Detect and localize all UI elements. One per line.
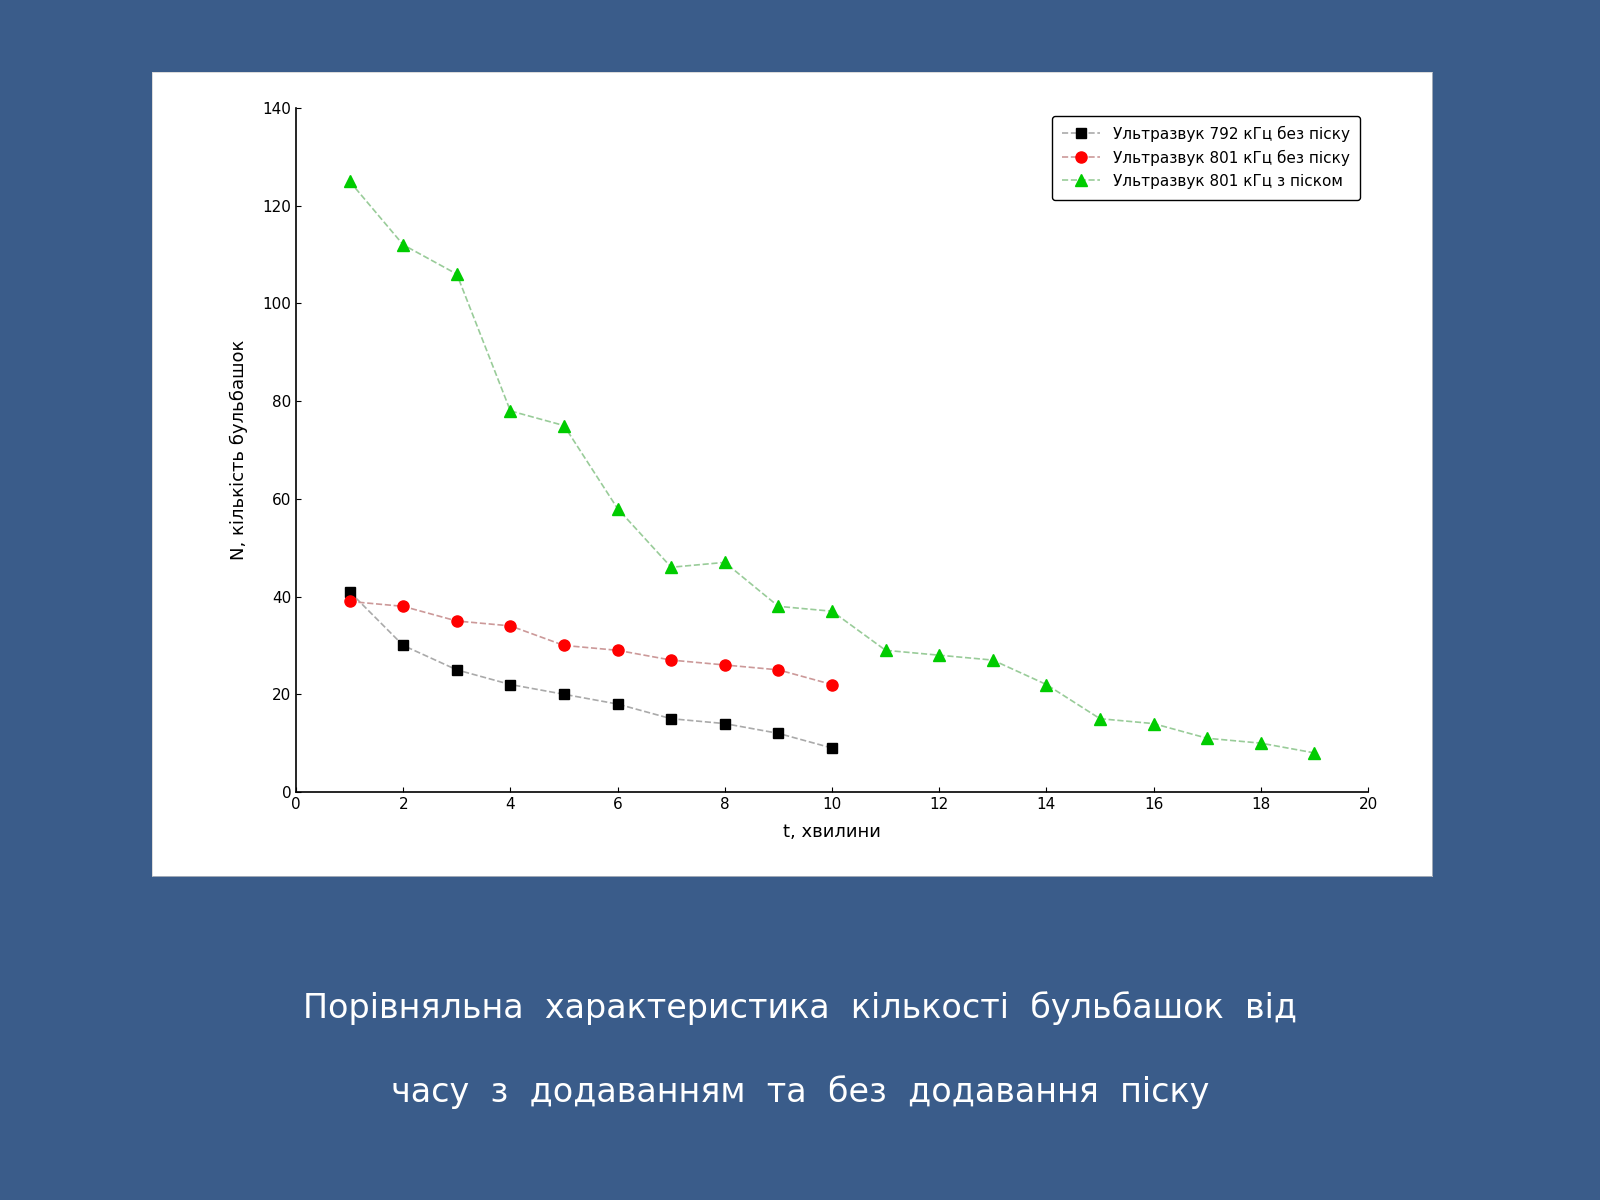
- Ультразвук 801 кГц з піском: [822, 604, 842, 618]
- Line: Ультразвук 792 кГц без піску: Ультразвук 792 кГц без піску: [344, 587, 837, 752]
- Ультразвук 792 кГц без піску: [715, 716, 734, 731]
- Ультразвук 801 кГц з піском: [448, 266, 467, 281]
- Ультразвук 801 кГц без піску: [662, 653, 682, 667]
- Ультразвук 792 кГц без піску: [608, 697, 627, 712]
- Ультразвук 801 кГц без піску: [341, 594, 360, 608]
- X-axis label: t, хвилини: t, хвилини: [782, 823, 882, 841]
- Ультразвук 801 кГц без піску: [554, 638, 573, 653]
- Ультразвук 801 кГц без піску: [448, 613, 467, 628]
- Ультразвук 801 кГц з піском: [877, 643, 896, 658]
- Ультразвук 801 кГц з піском: [554, 419, 573, 433]
- Ультразвук 801 кГц з піском: [1197, 731, 1218, 745]
- Ультразвук 792 кГц без піску: [501, 677, 520, 691]
- Ультразвук 801 кГц з піском: [501, 403, 520, 418]
- Ультразвук 801 кГц з піском: [1144, 716, 1163, 731]
- Legend: Ультразвук 792 кГц без піску, Ультразвук 801 кГц без піску, Ультразвук 801 кГц з: Ультразвук 792 кГц без піску, Ультразвук…: [1051, 115, 1360, 199]
- Ультразвук 801 кГц з піском: [341, 174, 360, 188]
- Ультразвук 801 кГц без піску: [770, 662, 789, 677]
- Ультразвук 792 кГц без піску: [770, 726, 789, 740]
- Ультразвук 801 кГц без піску: [608, 643, 627, 658]
- Text: часу  з  додаванням  та  без  додавання  піску: часу з додаванням та без додавання піску: [390, 1075, 1210, 1109]
- Ультразвук 801 кГц з піском: [1091, 712, 1110, 726]
- Ультразвук 801 кГц з піском: [715, 556, 734, 570]
- Text: Порівняльна  характеристика  кількості  бульбашок  від: Порівняльна характеристика кількості бул…: [302, 991, 1298, 1025]
- Ультразвук 801 кГц з піском: [1306, 745, 1325, 760]
- Ультразвук 792 кГц без піску: [662, 712, 682, 726]
- Y-axis label: N, кількість бульбашок: N, кількість бульбашок: [230, 340, 248, 560]
- Ультразвук 792 кГц без піску: [341, 584, 360, 599]
- Ультразвук 801 кГц з піском: [1251, 736, 1270, 750]
- Ультразвук 792 кГц без піску: [394, 638, 413, 653]
- Ультразвук 792 кГц без піску: [822, 740, 842, 755]
- Line: Ультразвук 801 кГц без піску: Ультразвук 801 кГц без піску: [344, 596, 837, 690]
- Ультразвук 801 кГц без піску: [715, 658, 734, 672]
- Ультразвук 801 кГц з піском: [608, 502, 627, 516]
- Ультразвук 801 кГц з піском: [982, 653, 1002, 667]
- Ультразвук 801 кГц без піску: [501, 619, 520, 634]
- Ультразвук 801 кГц з піском: [770, 599, 789, 613]
- Ультразвук 801 кГц без піску: [394, 599, 413, 613]
- Ультразвук 792 кГц без піску: [448, 662, 467, 677]
- Ультразвук 801 кГц з піском: [394, 238, 413, 252]
- Ультразвук 801 кГц без піску: [822, 677, 842, 691]
- Ультразвук 792 кГц без піску: [554, 688, 573, 702]
- Ультразвук 801 кГц з піском: [1037, 677, 1056, 691]
- Ультразвук 801 кГц з піском: [930, 648, 949, 662]
- Ультразвук 801 кГц з піском: [662, 560, 682, 575]
- Line: Ультразвук 801 кГц з піском: Ультразвук 801 кГц з піском: [344, 175, 1320, 760]
